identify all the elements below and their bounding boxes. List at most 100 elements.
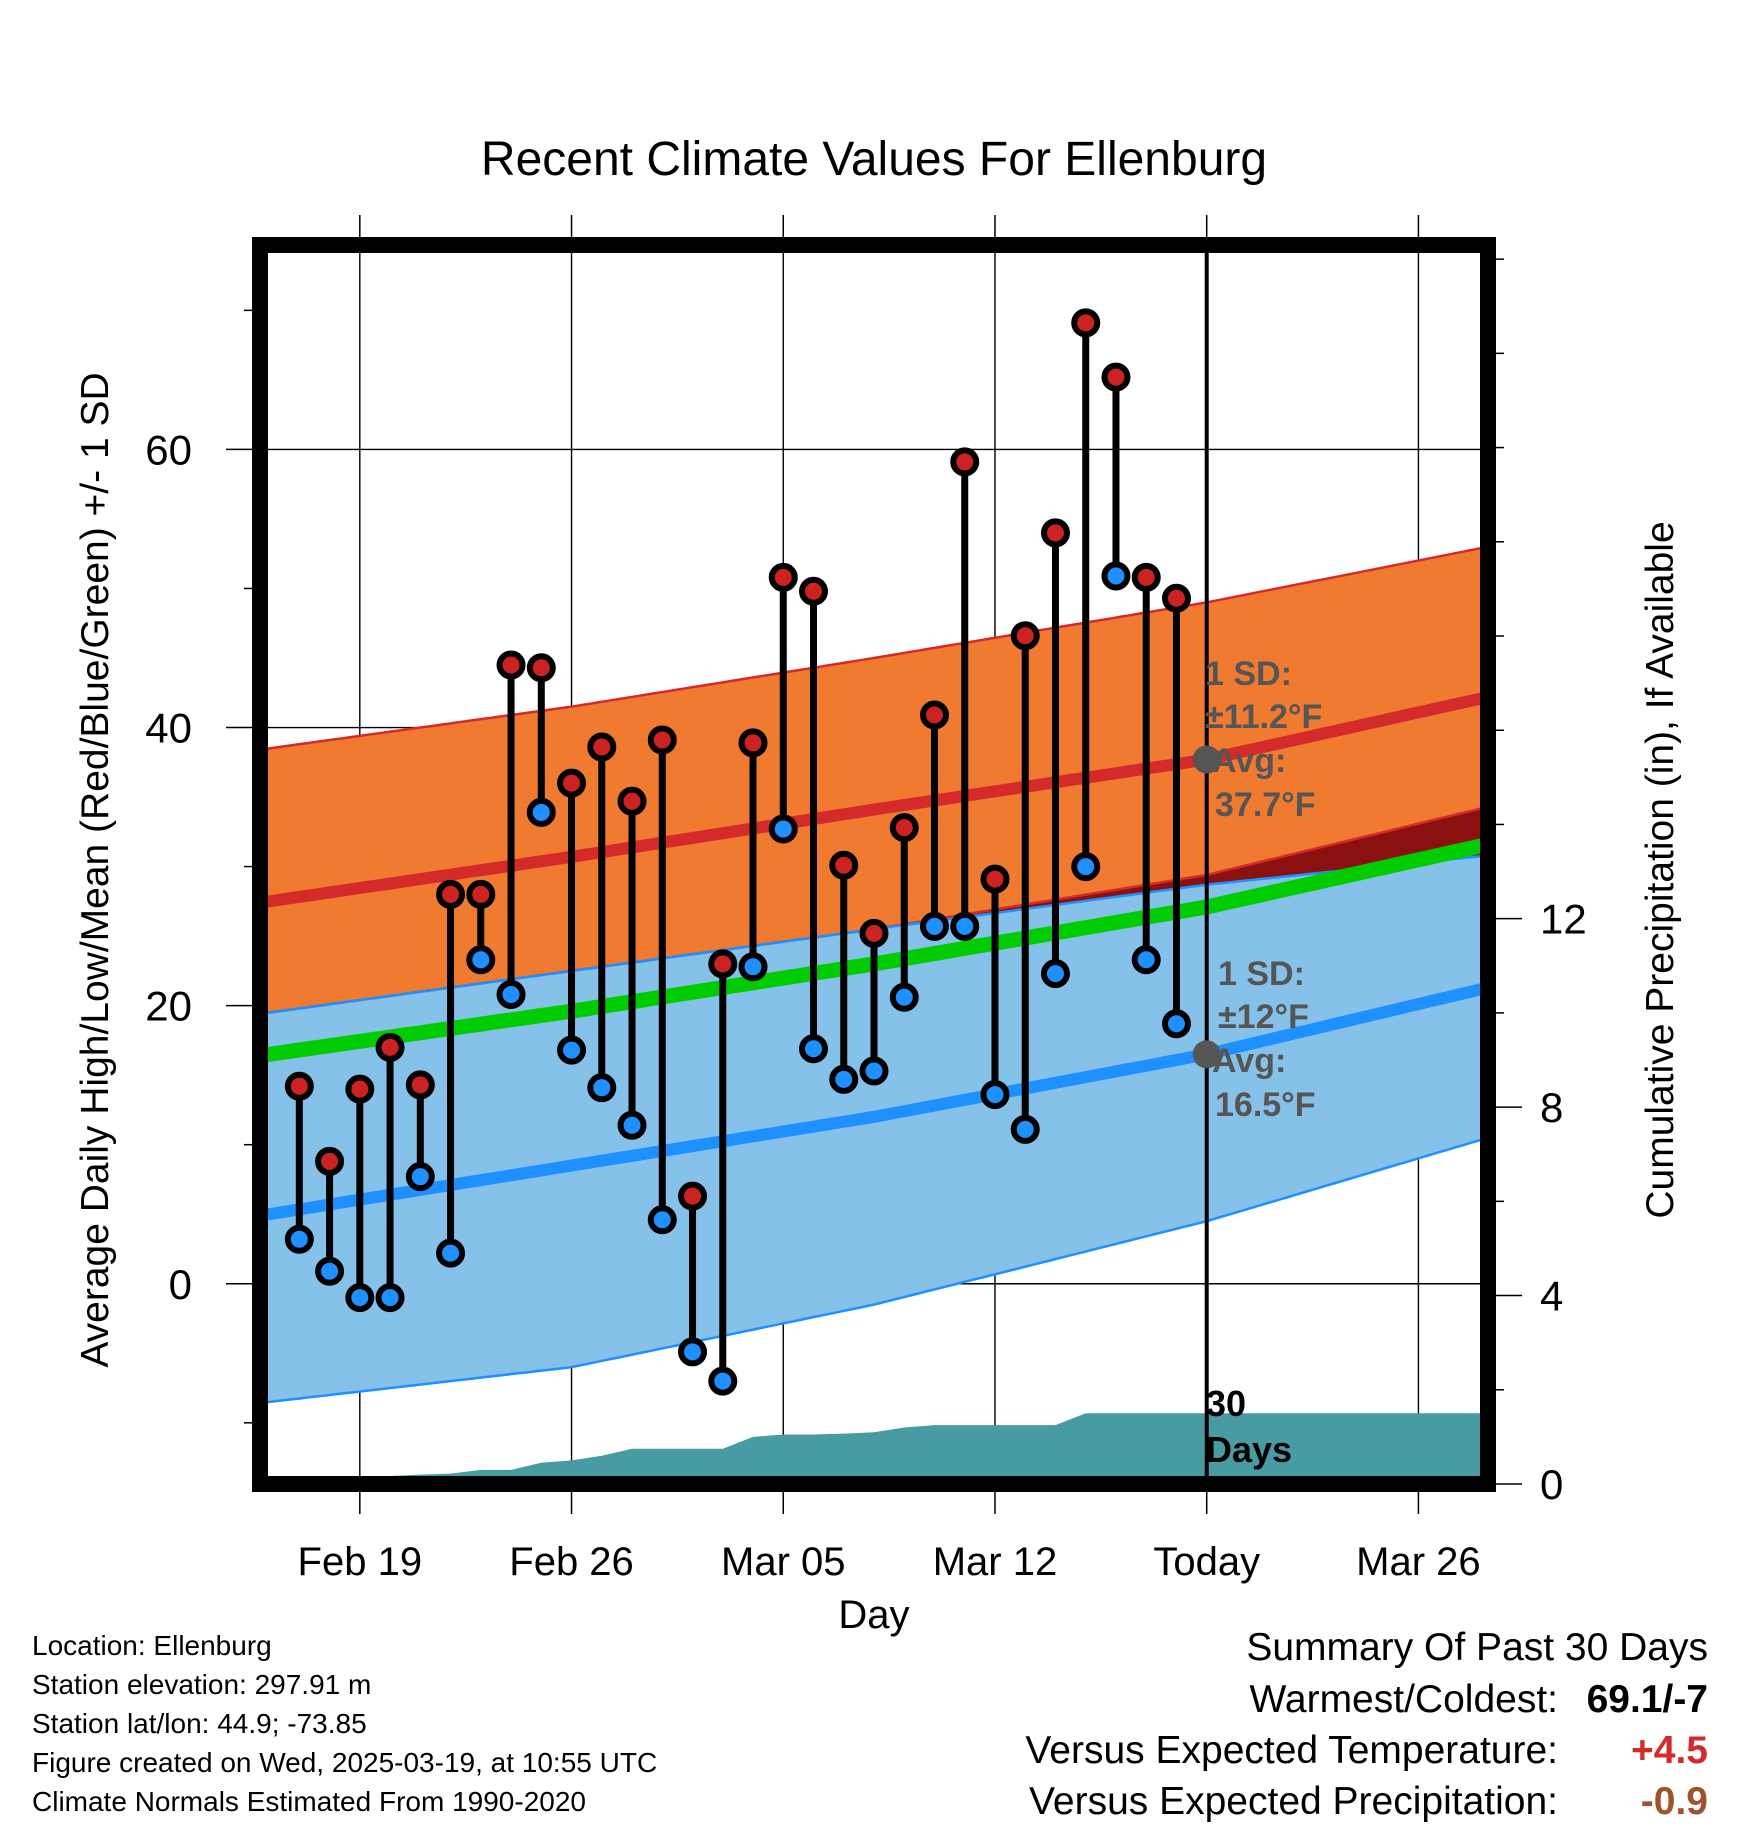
obs-high-point [375,1032,405,1062]
obs-high-point [405,1070,435,1100]
normal-low-line [260,982,1487,1222]
obs-high-point [1131,562,1161,592]
obs-low-point [436,1238,466,1268]
obs-low-point [526,797,556,827]
obs-high-point [768,562,798,592]
x-tick-label: Today [1153,1540,1260,1584]
precip-value: -0.9 [1640,1780,1708,1823]
elevation-text: Station elevation: 297.91 m [32,1669,372,1700]
obs-low-point [859,1056,889,1086]
chart-title: Recent Climate Values For Ellenburg [481,133,1267,186]
low-avg-label: Avg: [1212,1042,1286,1080]
obs-high-point [829,850,859,880]
obs-low-point [647,1205,677,1235]
precip-area [260,1413,1488,1484]
obs-high-point [557,768,587,798]
obs-high-point [1040,518,1070,548]
low-normal-annotation: 1 SD: ±12°F Avg: 16.5°F [1212,955,1316,1124]
obs-high-point [436,879,466,909]
x-tick-label: Feb 19 [298,1540,423,1584]
obs-high-point [889,813,919,843]
plot-area: 0 20 40 60 0 4 8 12 Feb 19 Feb 26 Mar 05 Mar 12 Toda… [145,215,1587,1584]
created-text: Figure created on Wed, 2025-03-19, at 10… [32,1747,658,1778]
days-label: Days [1206,1429,1292,1470]
station-info: Location: Ellenburg Station elevation: 2… [32,1626,657,1821]
high-upper-edge [260,546,1486,751]
y-left-tick-label: 40 [145,705,192,752]
obs-low-point [375,1283,405,1313]
obs-high-point [617,786,647,816]
summary-panel: Summary Of Past 30 Days Warmest/Coldest:… [928,1626,1708,1831]
obs-low-point [980,1080,1010,1110]
normals-text: Climate Normals Estimated From 1990-2020 [32,1786,586,1817]
y-left-tick-label: 20 [145,983,192,1030]
plot-frame [252,237,1496,1492]
obs-low-point [768,814,798,844]
location-text: Location: Ellenburg [32,1630,272,1661]
obs-high-point [466,879,496,909]
obs-low-point [799,1034,829,1064]
y-right-tick-label: 0 [1540,1461,1563,1508]
precip-label: Versus Expected Precipitation: [1029,1780,1558,1823]
obs-high-point [1101,362,1131,392]
obs-high-point [526,653,556,683]
obs-low-point [315,1256,345,1286]
obs-high-point [587,732,617,762]
warmest-label: Warmest/Coldest: [1249,1678,1558,1721]
obs-high-point [1161,583,1191,613]
days-annotation: 30 Days [1206,1383,1292,1470]
latlon-text: Station lat/lon: 44.9; -73.85 [32,1708,367,1739]
y-axis-right-label: Cumulative Precipitation (in), If Availa… [1639,521,1682,1218]
high-avg-label: Avg: [1212,742,1286,780]
plot-clip-group [260,245,1488,1484]
obs-low-point [829,1064,859,1094]
high-avg-value: 37.7°F [1215,786,1316,824]
summary-precip-row: Versus Expected Precipitation: -0.9 [928,1780,1708,1831]
low-lower-edge [260,1137,1486,1405]
x-tick-label: Mar 12 [933,1540,1058,1584]
low-sd-value: ±12°F [1218,998,1309,1036]
summary-title: Summary Of Past 30 Days [1246,1626,1708,1669]
normal-high-line [260,691,1487,909]
y-right-tick-label: 8 [1540,1084,1563,1131]
low-avg-value: 16.5°F [1215,1086,1316,1124]
summary-temp-row: Versus Expected Temperature: +4.5 [928,1729,1708,1780]
obs-low-point [1040,959,1070,989]
y-right-tick-label: 4 [1540,1273,1563,1320]
temp-label: Versus Expected Temperature: [1025,1729,1558,1772]
obs-high-point [1071,308,1101,338]
obs-high-point [1010,621,1040,651]
y-left-tick-label: 0 [169,1261,192,1308]
obs-low-point [1131,945,1161,975]
obs-low-point [738,952,768,982]
x-tick-label: Mar 05 [721,1540,846,1584]
obs-high-point [919,700,949,730]
obs-high-point [284,1071,314,1101]
x-axis-label: Day [838,1593,909,1637]
low-sd-label: 1 SD: [1218,955,1305,993]
obs-low-point [557,1035,587,1065]
obs-high-point [859,918,889,948]
obs-high-point [738,728,768,758]
obs-high-point [678,1181,708,1211]
obs-low-point [1071,852,1101,882]
high-sd-label: 1 SD: [1205,655,1292,693]
high-sd-value: ±11.2°F [1205,698,1322,736]
obs-high-point [496,650,526,680]
obs-low-point [587,1073,617,1103]
obs-low-point [950,911,980,941]
obs-low-point [496,980,526,1010]
obs-high-point [647,725,677,755]
obs-low-point [708,1366,738,1396]
obs-high-point [345,1074,375,1104]
obs-low-point [1101,561,1131,591]
x-tick-label: Mar 26 [1356,1540,1481,1584]
obs-high-point [799,576,829,606]
y-left-tick-label: 60 [145,426,192,473]
temp-value: +4.5 [1631,1729,1708,1772]
obs-low-point [889,982,919,1012]
days-count: 30 [1206,1383,1246,1424]
obs-low-point [284,1224,314,1254]
obs-high-point [708,949,738,979]
